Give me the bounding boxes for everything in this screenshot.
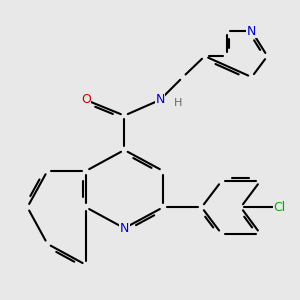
Text: Cl: Cl: [274, 201, 286, 214]
Text: N: N: [120, 222, 129, 235]
Text: N: N: [155, 93, 165, 106]
Text: N: N: [247, 25, 256, 38]
Text: O: O: [81, 93, 91, 106]
Text: H: H: [174, 98, 182, 108]
